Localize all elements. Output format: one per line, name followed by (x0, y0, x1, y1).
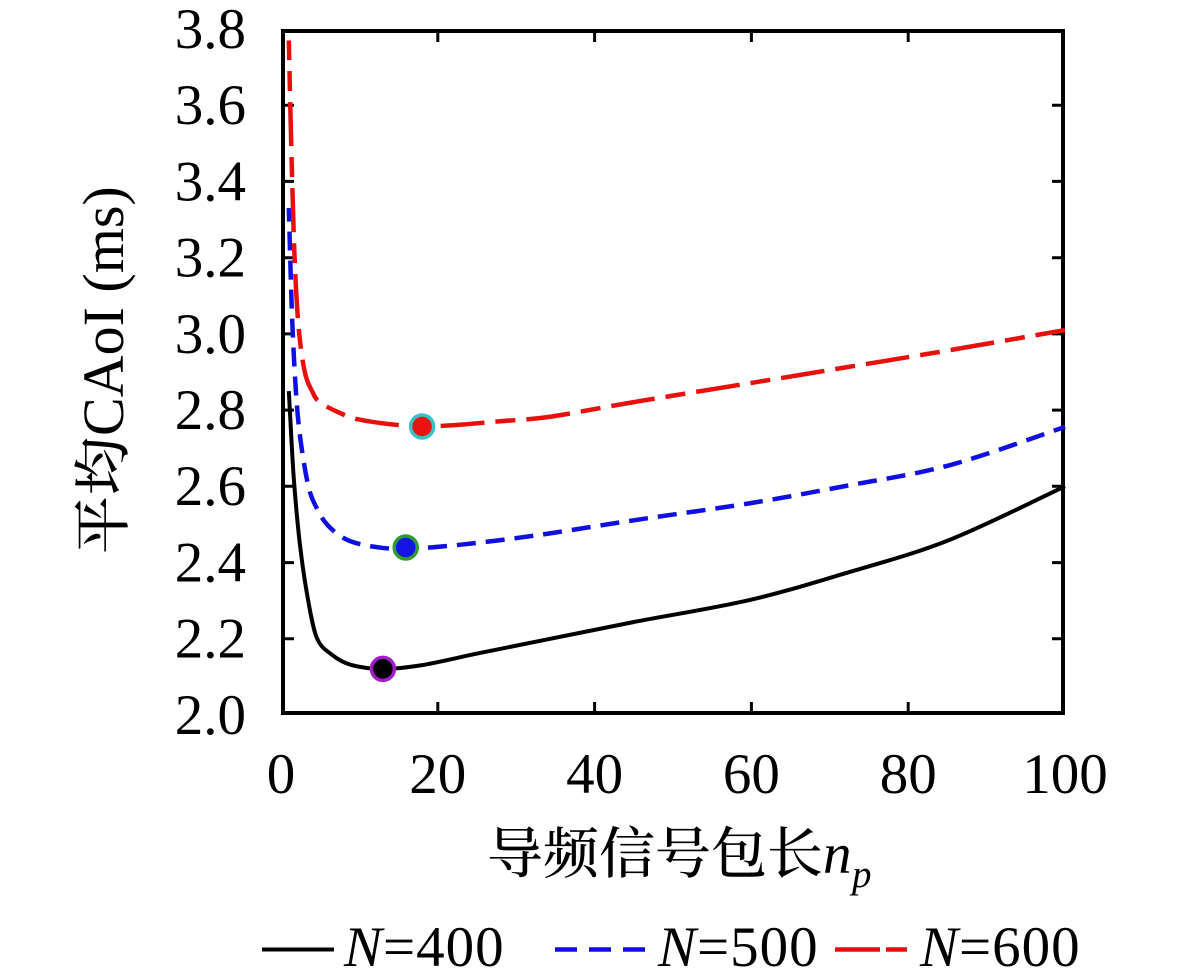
svg-text:2.4: 2.4 (175, 532, 246, 595)
svg-text:20: 20 (409, 743, 466, 806)
svg-text:p: p (849, 853, 872, 896)
svg-text:2.6: 2.6 (175, 455, 246, 518)
svg-text:N=500: N=500 (657, 916, 819, 979)
svg-text:n: n (823, 823, 852, 886)
svg-text:3.4: 3.4 (175, 150, 246, 213)
svg-text:3.8: 3.8 (175, 0, 246, 61)
svg-text:3.2: 3.2 (175, 227, 246, 290)
svg-text:2.0: 2.0 (175, 684, 246, 747)
svg-text:N=400: N=400 (343, 916, 505, 979)
svg-text:60: 60 (723, 743, 780, 806)
svg-text:80: 80 (880, 743, 937, 806)
svg-text:2.8: 2.8 (175, 379, 246, 442)
svg-text:CAoI (ms): CAoI (ms) (71, 186, 136, 436)
svg-text:2.2: 2.2 (175, 608, 246, 671)
svg-text:3.6: 3.6 (175, 74, 246, 137)
svg-text:N=600: N=600 (919, 916, 1081, 979)
svg-text:100: 100 (1022, 743, 1108, 806)
svg-text:0: 0 (267, 743, 296, 806)
svg-text:3.0: 3.0 (175, 303, 246, 366)
svg-text:40: 40 (566, 743, 623, 806)
